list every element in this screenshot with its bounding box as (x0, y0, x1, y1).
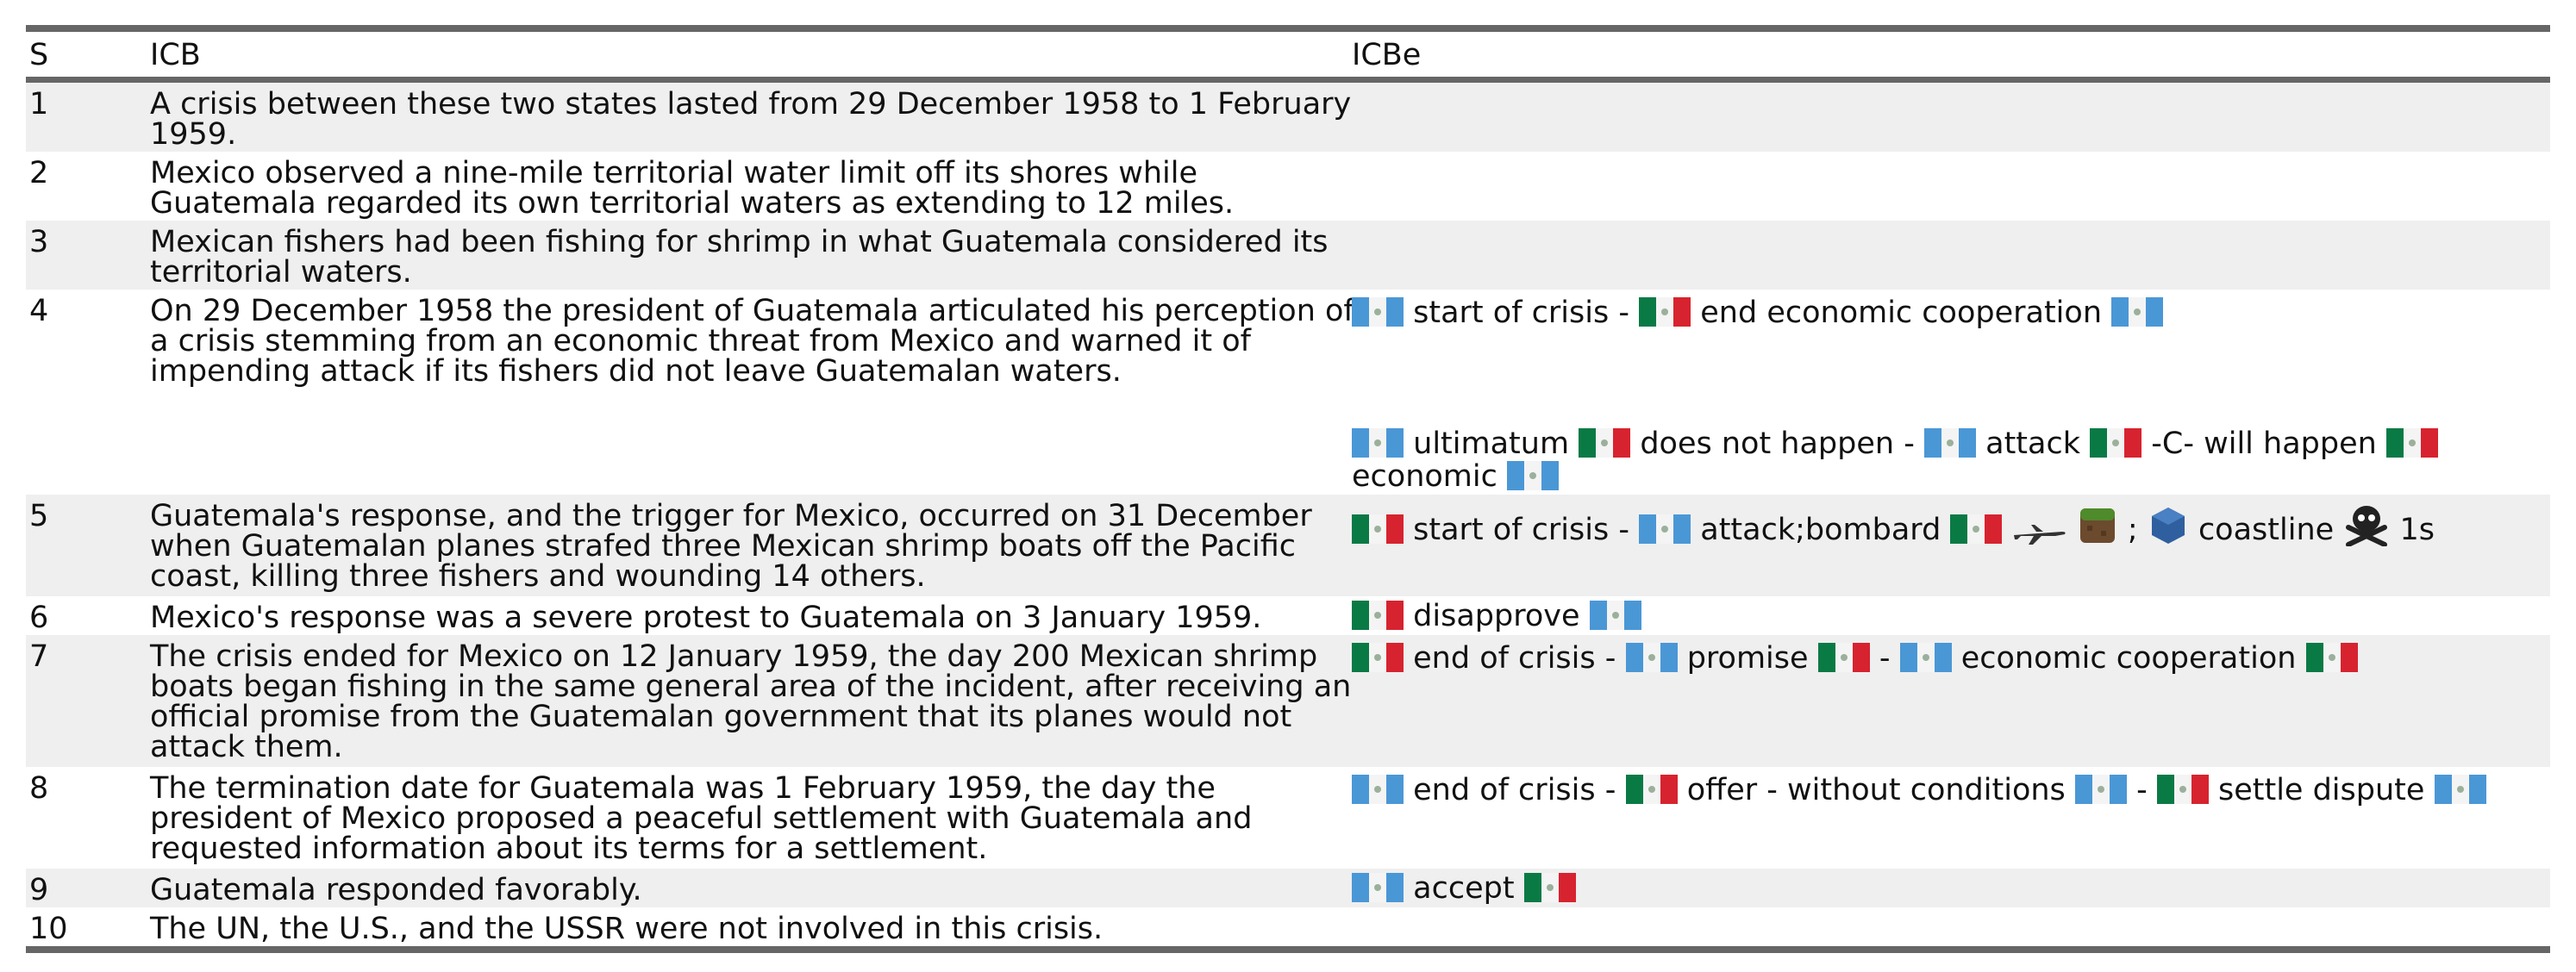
guatemala-flag-icon (2074, 775, 2127, 804)
table-row: 10 The UN, the U.S., and the USSR were n… (26, 907, 2550, 946)
mexico-flag-icon (2385, 428, 2438, 458)
table-bottom-rule (26, 946, 2550, 953)
icbe-event: start of crisis - end economic cooperati… (1352, 296, 2550, 329)
guatemala-flag-icon (1589, 601, 1641, 630)
icb-text: The termination date for Guatemala was 1… (150, 771, 1253, 866)
mexico-flag-icon (1817, 643, 1870, 672)
table-header: S ICB ICBe (26, 32, 2550, 77)
sentence-number: 5 (29, 499, 49, 533)
sentence-number: 2 (29, 156, 49, 190)
skull-crossbones-icon (2346, 506, 2388, 546)
icb-text: The UN, the U.S., and the USSR were not … (150, 912, 1104, 946)
guatemala-flag-icon (1507, 461, 1559, 490)
mexico-flag-icon (1579, 428, 1631, 458)
sentence-number: 8 (29, 771, 49, 806)
airplane-icon (2013, 525, 2066, 545)
water-block-icon (2151, 508, 2185, 544)
guatemala-flag-icon (1639, 514, 1691, 544)
guatemala-flag-icon (1899, 643, 1952, 672)
mexico-flag-icon (1352, 601, 1404, 630)
icb-text: Mexico observed a nine-mile territorial … (150, 156, 1235, 221)
icb-text: A crisis between these two states lasted… (150, 87, 1352, 152)
table-row: 4 On 29 December 1958 the president of G… (26, 290, 2550, 495)
icbe-event: start of crisis - attack;bombard ; coast… (1352, 502, 2550, 546)
table-row: 3 Mexican fishers had been fishing for s… (26, 221, 2550, 290)
sentence-number: 1 (29, 87, 49, 122)
mexico-flag-icon (1523, 873, 1576, 902)
sentence-number: 10 (29, 912, 68, 946)
guatemala-flag-icon (2434, 775, 2486, 804)
icb-text: The crisis ended for Mexico on 12 Januar… (150, 639, 1352, 764)
sentence-number: 4 (29, 294, 49, 328)
guatemala-flag-icon (1625, 643, 1678, 672)
guatemala-flag-icon (1352, 775, 1404, 804)
sentence-number: 3 (29, 225, 49, 259)
mexico-flag-icon (1352, 514, 1404, 544)
header-rule (26, 77, 2550, 83)
icbe-event: ultimatum does not happen - attack -C- w… (1352, 427, 2550, 493)
table-row: 7 The crisis ended for Mexico on 12 Janu… (26, 635, 2550, 767)
guatemala-flag-icon (1352, 297, 1404, 327)
icb-text: Guatemala responded favorably. (150, 873, 642, 907)
mexico-flag-icon (1639, 297, 1691, 327)
sentence-number: 6 (29, 601, 49, 635)
icbe-event: disapprove (1352, 600, 2550, 632)
guatemala-flag-icon (2111, 297, 2164, 327)
icbe-event: end of crisis - offer - without conditio… (1352, 774, 2550, 807)
icb-text: Mexican fishers had been fishing for shr… (150, 225, 1329, 290)
mexico-flag-icon (1950, 514, 2003, 544)
icb-text: Guatemala's response, and the trigger fo… (150, 499, 1312, 594)
mexico-flag-icon (2156, 775, 2209, 804)
table-top-rule (26, 25, 2550, 32)
header-icbe: ICBe (1352, 38, 1422, 72)
crisis-table: S ICB ICBe 1 A crisis between these two … (26, 25, 2550, 953)
icb-text: Mexico's response was a severe protest t… (150, 601, 1262, 635)
sentence-number: 7 (29, 639, 49, 674)
land-block-icon (2079, 508, 2115, 543)
mexico-flag-icon (2305, 643, 2358, 672)
mexico-flag-icon (1625, 775, 1678, 804)
table-row: 2 Mexico observed a nine-mile territoria… (26, 152, 2550, 221)
table-row: 9 Guatemala responded favorably. accept (26, 869, 2550, 907)
table-row: 5 Guatemala's response, and the trigger … (26, 495, 2550, 596)
table-row: 1 A crisis between these two states last… (26, 83, 2550, 152)
mexico-flag-icon (1352, 643, 1404, 672)
icb-text: On 29 December 1958 the president of Gua… (150, 294, 1354, 389)
table-row: 8 The termination date for Guatemala was… (26, 767, 2550, 869)
sentence-number: 9 (29, 873, 49, 907)
icbe-event: end of crisis - promise - economic coope… (1352, 642, 2550, 675)
guatemala-flag-icon (1352, 873, 1404, 902)
guatemala-flag-icon (1352, 428, 1404, 458)
icbe-event: accept (1352, 872, 2550, 905)
mexico-flag-icon (2090, 428, 2142, 458)
header-s: S (29, 38, 49, 72)
header-icb: ICB (150, 38, 201, 72)
table-row: 6 Mexico's response was a severe protest… (26, 596, 2550, 635)
guatemala-flag-icon (1924, 428, 1976, 458)
